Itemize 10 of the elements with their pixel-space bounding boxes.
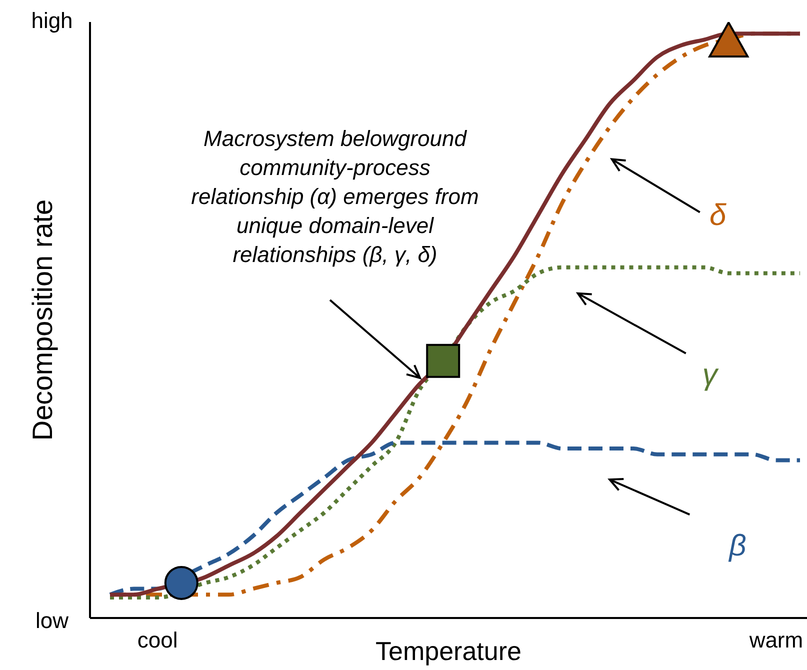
x-tick-label: cool bbox=[137, 628, 178, 653]
x-axis-title: Temperature bbox=[376, 636, 522, 666]
text: low bbox=[35, 608, 69, 633]
text: γ bbox=[702, 358, 720, 392]
text: high bbox=[31, 8, 73, 33]
text: β bbox=[728, 529, 746, 562]
annotation: Macrosystem belowground community-process relationship (α) emerges from unique domain-level relationships (β, γ, δ) bbox=[190, 125, 480, 269]
y-axis-title: Decomposition rate bbox=[26, 199, 58, 441]
x-tick-label: warm bbox=[748, 628, 804, 653]
text: δ bbox=[710, 199, 727, 232]
